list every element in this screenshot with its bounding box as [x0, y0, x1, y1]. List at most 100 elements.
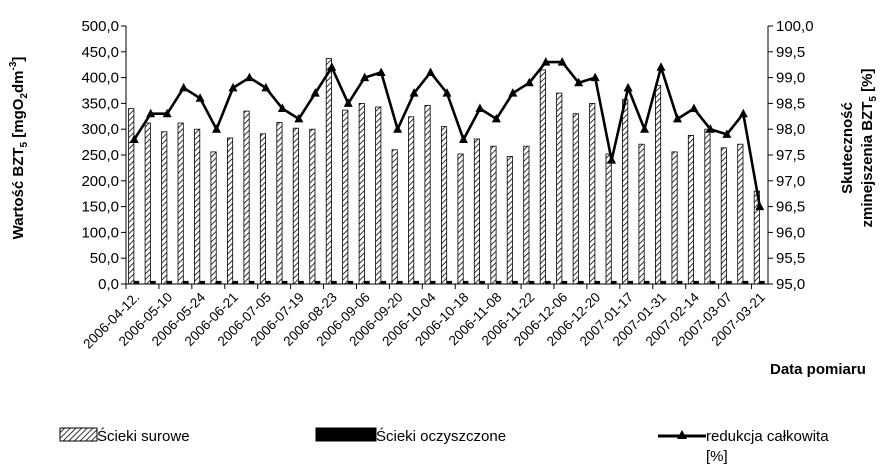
reduction-point [294, 113, 304, 123]
bar-raw-sewage [424, 105, 431, 285]
reduction-point [360, 72, 370, 82]
bar-raw-sewage [720, 147, 727, 285]
bar-treated-sewage [496, 280, 502, 284]
y-left-tick-label: 0,0 [98, 276, 119, 293]
bar-treated-sewage [627, 280, 633, 284]
bar-treated-sewage [578, 280, 584, 284]
bar-treated-sewage [463, 280, 469, 284]
bar-treated-sewage [397, 280, 403, 284]
y-axis-right-title-line1: Skuteczność [839, 102, 856, 194]
bar-treated-sewage [594, 280, 601, 284]
y-left-tick-label: 350,0 [81, 95, 119, 112]
bar-raw-sewage [226, 137, 234, 285]
y-left-tick-label: 200,0 [81, 173, 119, 190]
reduction-point [557, 57, 567, 66]
bar-treated-sewage [545, 280, 551, 284]
bar-treated-sewage [315, 280, 321, 284]
bar-raw-sewage [408, 116, 415, 285]
legend-swatch-treated [315, 427, 377, 442]
bar-raw-sewage [622, 98, 629, 285]
legend-swatch-raw [59, 427, 98, 442]
bar-raw-sewage [309, 128, 316, 285]
y-right-tick-label: 96,0 [776, 224, 805, 241]
bar-raw-sewage [342, 109, 349, 285]
y-right-tick-label: 98,5 [776, 95, 805, 112]
reduction-point [376, 67, 386, 76]
reduction-point [491, 113, 501, 123]
bar-treated-sewage [611, 280, 617, 284]
reduction-point [195, 93, 205, 102]
bar-treated-sewage [265, 280, 271, 284]
bar-treated-sewage [380, 280, 387, 284]
reduction-point [672, 113, 682, 123]
bar-treated-sewage [529, 280, 535, 284]
reduction-point [623, 82, 633, 92]
bar-raw-sewage [556, 92, 563, 285]
legend-label-treated: Ścieki oczyszczone [376, 427, 506, 445]
reduction-point [261, 82, 271, 92]
bar-raw-sewage [440, 126, 448, 285]
y-right-tick-label: 96,5 [776, 199, 805, 216]
bar-treated-sewage [446, 280, 452, 284]
reduction-point [343, 98, 353, 107]
reduction-point [228, 82, 238, 92]
legend-label-raw: Ścieki surowe [97, 427, 190, 445]
bar-raw-sewage [490, 145, 497, 285]
reduction-point [607, 155, 617, 164]
bar-raw-sewage [539, 69, 546, 285]
reduction-point [310, 88, 320, 97]
y-left-tick-label: 400,0 [81, 70, 119, 87]
bar-raw-sewage [704, 128, 711, 285]
reduction-point [162, 108, 172, 118]
bar-raw-sewage [325, 58, 332, 285]
reduction-point [656, 62, 666, 71]
bar-treated-sewage [413, 280, 419, 284]
bar-raw-sewage [292, 127, 299, 285]
reduction-point [640, 124, 650, 133]
bar-treated-sewage [479, 280, 485, 284]
reduction-point [277, 103, 287, 113]
reduction-point [179, 82, 189, 92]
bar-raw-sewage [605, 153, 612, 285]
y-left-tick-label: 450,0 [81, 44, 119, 61]
y-right-tick-label: 100,0 [776, 18, 814, 35]
bar-treated-sewage [347, 280, 354, 284]
bar-raw-sewage [128, 108, 135, 285]
bar-treated-sewage [660, 280, 666, 284]
bar-raw-sewage [391, 149, 398, 285]
reduction-point [458, 134, 468, 144]
bar-raw-sewage [655, 84, 662, 285]
bar-treated-sewage [216, 280, 222, 284]
bar-treated-sewage [561, 280, 568, 284]
reduction-point [442, 88, 452, 97]
bar-raw-sewage [589, 103, 596, 285]
y-right-tick-label: 95,5 [776, 250, 805, 267]
y-right-tick-label: 95,0 [776, 276, 805, 293]
bar-treated-sewage [364, 280, 370, 284]
bar-raw-sewage [687, 134, 694, 285]
reduction-point [409, 88, 419, 97]
y-right-tick-label: 97,5 [776, 147, 805, 164]
bar-raw-sewage [243, 110, 250, 285]
reduction-point [475, 103, 485, 113]
bar-treated-sewage [726, 280, 732, 284]
reduction-point [574, 77, 584, 87]
reduction-point [705, 124, 715, 133]
reduction-point [327, 62, 337, 71]
y-axis-right-ticks: 95,0 95,5 96,0 96,5 97,0 97,5 98,0 98,5 99,0 99,5… [768, 18, 814, 293]
y-right-tick-label: 98,0 [776, 121, 805, 138]
y-left-tick-label: 300,0 [81, 121, 119, 138]
bar-raw-sewage [457, 153, 464, 285]
y-right-tick-label: 99,0 [776, 70, 805, 87]
plot-area [125, 26, 769, 285]
bar-treated-sewage [249, 280, 255, 284]
y-left-tick-label: 500,0 [81, 18, 119, 35]
y-right-tick-label: 99,5 [776, 44, 805, 61]
bar-treated-sewage [430, 280, 436, 284]
bar-treated-sewage [232, 280, 238, 284]
reduction-point [755, 201, 765, 211]
bar-raw-sewage [161, 131, 168, 285]
bar-raw-sewage [276, 122, 283, 285]
bar-raw-sewage [194, 128, 201, 285]
